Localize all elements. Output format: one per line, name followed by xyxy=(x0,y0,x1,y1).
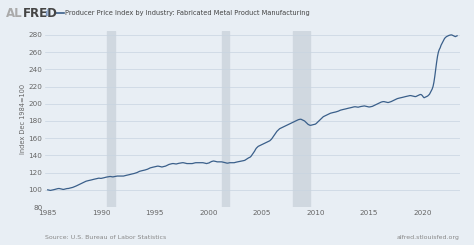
Text: AL: AL xyxy=(6,7,22,20)
Text: alfred.stlouisfed.org: alfred.stlouisfed.org xyxy=(397,235,460,240)
Text: ıl: ıl xyxy=(45,9,50,18)
Text: FRED: FRED xyxy=(23,7,58,20)
Bar xyxy=(293,31,310,207)
Bar xyxy=(107,31,115,207)
Y-axis label: Index Dec 1984=100: Index Dec 1984=100 xyxy=(19,84,26,154)
Bar xyxy=(222,31,229,207)
Text: Source: U.S. Bureau of Labor Statistics: Source: U.S. Bureau of Labor Statistics xyxy=(45,235,166,240)
Text: Producer Price Index by Industry: Fabricated Metal Product Manufacturing: Producer Price Index by Industry: Fabric… xyxy=(65,11,310,16)
